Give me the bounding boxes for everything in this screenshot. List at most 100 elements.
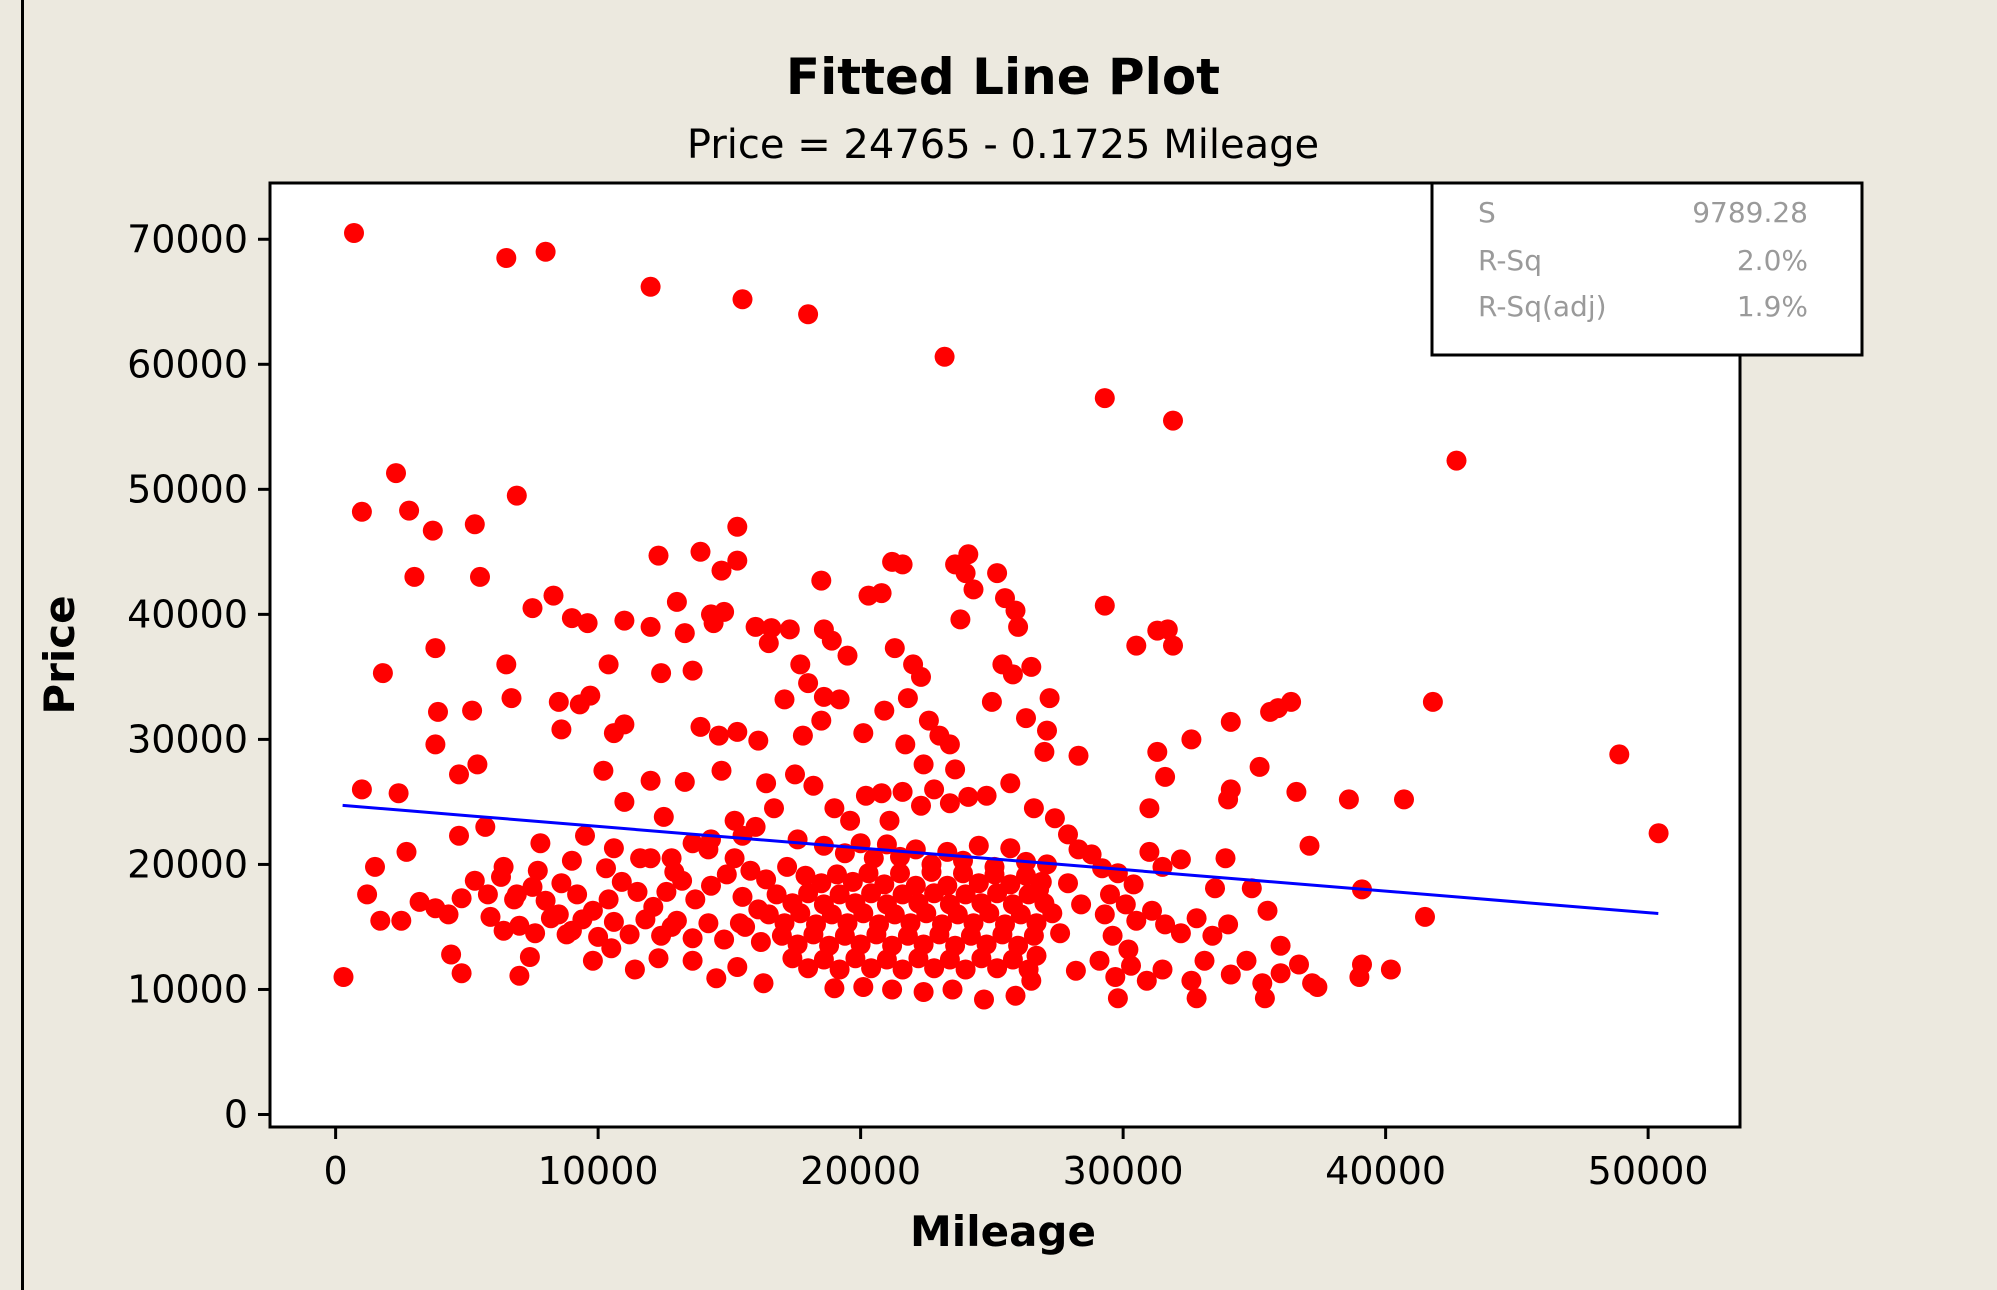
data-point <box>640 616 661 637</box>
data-point <box>837 645 858 666</box>
data-point <box>1121 955 1141 976</box>
data-point <box>1000 773 1021 794</box>
data-point <box>1126 635 1147 656</box>
data-point <box>685 889 706 910</box>
data-point <box>892 884 913 905</box>
data-point <box>729 913 750 934</box>
data-point <box>682 833 703 854</box>
data-point <box>1236 950 1257 971</box>
data-point <box>939 949 960 970</box>
data-point <box>399 500 420 521</box>
data-point <box>674 623 695 644</box>
data-point <box>614 714 635 735</box>
data-point <box>372 663 393 684</box>
data-point <box>1415 906 1435 927</box>
data-point <box>386 463 406 484</box>
data-point <box>614 610 635 631</box>
data-point <box>955 884 976 905</box>
data-point <box>1307 977 1328 997</box>
data-point <box>506 884 527 905</box>
data-point <box>388 783 409 804</box>
data-point <box>477 884 498 905</box>
data-point <box>939 734 960 755</box>
data-point <box>790 903 811 924</box>
data-point <box>1058 873 1078 894</box>
data-point <box>1155 914 1176 935</box>
data-point <box>1037 720 1057 741</box>
data-point <box>651 925 672 946</box>
data-point <box>706 968 727 989</box>
data-point <box>701 875 721 896</box>
data-point <box>603 838 624 859</box>
data-point <box>1220 779 1241 800</box>
x-tick-label: 20000 <box>800 1149 921 1193</box>
data-point <box>955 959 976 980</box>
data-point <box>582 950 603 971</box>
data-point <box>968 873 989 894</box>
data-point <box>1039 688 1060 709</box>
data-point <box>1044 808 1065 829</box>
stat-label-s: S <box>1478 196 1496 229</box>
data-point <box>674 771 695 792</box>
data-point <box>1218 914 1239 935</box>
data-point <box>1609 744 1630 765</box>
data-point <box>619 924 640 945</box>
data-point <box>750 932 771 952</box>
data-point <box>929 924 950 945</box>
data-point <box>827 864 847 885</box>
data-point <box>1105 967 1126 987</box>
data-point <box>428 701 448 722</box>
data-point <box>1422 691 1443 712</box>
data-point <box>1220 964 1241 985</box>
data-point <box>766 884 787 905</box>
data-point <box>811 570 832 591</box>
data-point <box>1270 963 1291 984</box>
data-point <box>1123 874 1144 895</box>
data-point <box>892 959 913 980</box>
data-point <box>575 825 595 846</box>
data-point <box>863 848 884 869</box>
data-point <box>1016 865 1036 886</box>
data-point <box>724 848 745 869</box>
data-point <box>1002 664 1023 685</box>
data-point <box>1648 823 1669 844</box>
data-point <box>821 904 842 925</box>
data-point <box>798 673 819 694</box>
data-point <box>958 544 979 565</box>
data-point <box>740 860 761 881</box>
y-tick-label: 0 <box>224 1092 248 1136</box>
chart-title: Fitted Line Plot <box>786 48 1220 106</box>
data-point <box>732 886 753 907</box>
data-point <box>939 793 960 814</box>
data-point <box>987 958 1008 979</box>
data-point <box>761 618 782 639</box>
data-point <box>913 754 934 775</box>
data-point <box>1081 844 1102 865</box>
data-point <box>777 856 798 877</box>
data-point <box>714 929 735 950</box>
data-point <box>522 598 543 619</box>
x-tick-label: 40000 <box>1325 1149 1446 1193</box>
data-point <box>782 948 803 969</box>
data-point <box>548 691 569 712</box>
data-point <box>911 666 931 687</box>
data-point <box>1155 766 1176 787</box>
data-point <box>971 948 992 969</box>
data-point <box>842 871 863 892</box>
data-point <box>1002 949 1023 970</box>
data-point <box>876 949 897 970</box>
data-point <box>640 770 661 791</box>
data-point <box>1005 600 1026 621</box>
data-point <box>813 949 834 970</box>
data-point <box>357 884 378 905</box>
data-point <box>690 541 711 562</box>
data-point <box>834 925 855 946</box>
data-point <box>1023 798 1044 819</box>
data-point <box>396 841 417 862</box>
data-point <box>853 723 874 744</box>
data-point <box>449 764 469 785</box>
data-point <box>829 884 850 905</box>
data-point <box>960 925 981 946</box>
data-point <box>897 925 918 946</box>
